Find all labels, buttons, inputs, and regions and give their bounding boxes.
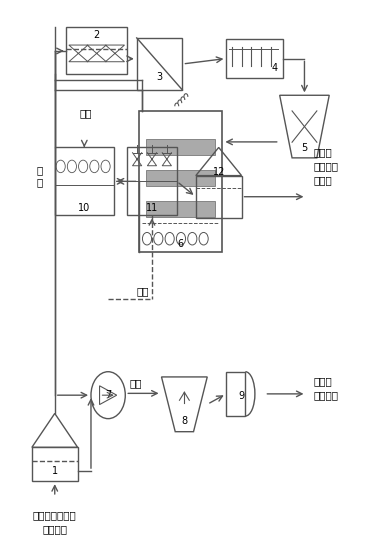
Circle shape bbox=[154, 232, 163, 245]
Text: 12: 12 bbox=[212, 167, 225, 177]
Text: 热量: 热量 bbox=[137, 286, 149, 296]
Text: 1: 1 bbox=[52, 466, 58, 476]
Circle shape bbox=[188, 232, 197, 245]
Circle shape bbox=[199, 232, 208, 245]
Text: 11: 11 bbox=[146, 203, 158, 213]
Circle shape bbox=[142, 232, 152, 245]
Text: 10: 10 bbox=[78, 203, 90, 213]
Bar bbox=[196, 175, 242, 218]
Text: 烟气: 烟气 bbox=[79, 109, 91, 118]
Text: 修复后
土壤外运
再利用: 修复后 土壤外运 再利用 bbox=[314, 147, 339, 185]
Bar bbox=[226, 372, 245, 416]
Text: 5: 5 bbox=[301, 144, 308, 153]
Text: 烟气: 烟气 bbox=[129, 378, 142, 388]
Text: 3: 3 bbox=[157, 72, 163, 82]
Text: 4: 4 bbox=[272, 63, 278, 73]
Bar bbox=[127, 147, 177, 215]
Bar bbox=[137, 38, 182, 90]
Text: 8: 8 bbox=[181, 416, 187, 427]
Text: 含有机氯农药的
农田土壤: 含有机氯农药的 农田土壤 bbox=[33, 510, 77, 534]
Text: 土
壤: 土 壤 bbox=[36, 165, 43, 187]
Bar bbox=[55, 147, 114, 215]
Circle shape bbox=[165, 232, 174, 245]
Text: 2: 2 bbox=[94, 30, 100, 39]
Bar bbox=[66, 27, 127, 74]
Bar bbox=[139, 111, 222, 252]
Text: 净化后
尾气排空: 净化后 尾气排空 bbox=[314, 377, 339, 401]
Bar bbox=[146, 170, 215, 186]
Text: 6: 6 bbox=[177, 239, 184, 249]
Bar bbox=[32, 447, 78, 482]
Text: 7: 7 bbox=[105, 390, 111, 400]
Text: 9: 9 bbox=[238, 391, 245, 401]
Bar bbox=[226, 39, 283, 78]
Bar bbox=[146, 139, 215, 154]
Circle shape bbox=[176, 232, 185, 245]
Bar bbox=[146, 201, 215, 216]
